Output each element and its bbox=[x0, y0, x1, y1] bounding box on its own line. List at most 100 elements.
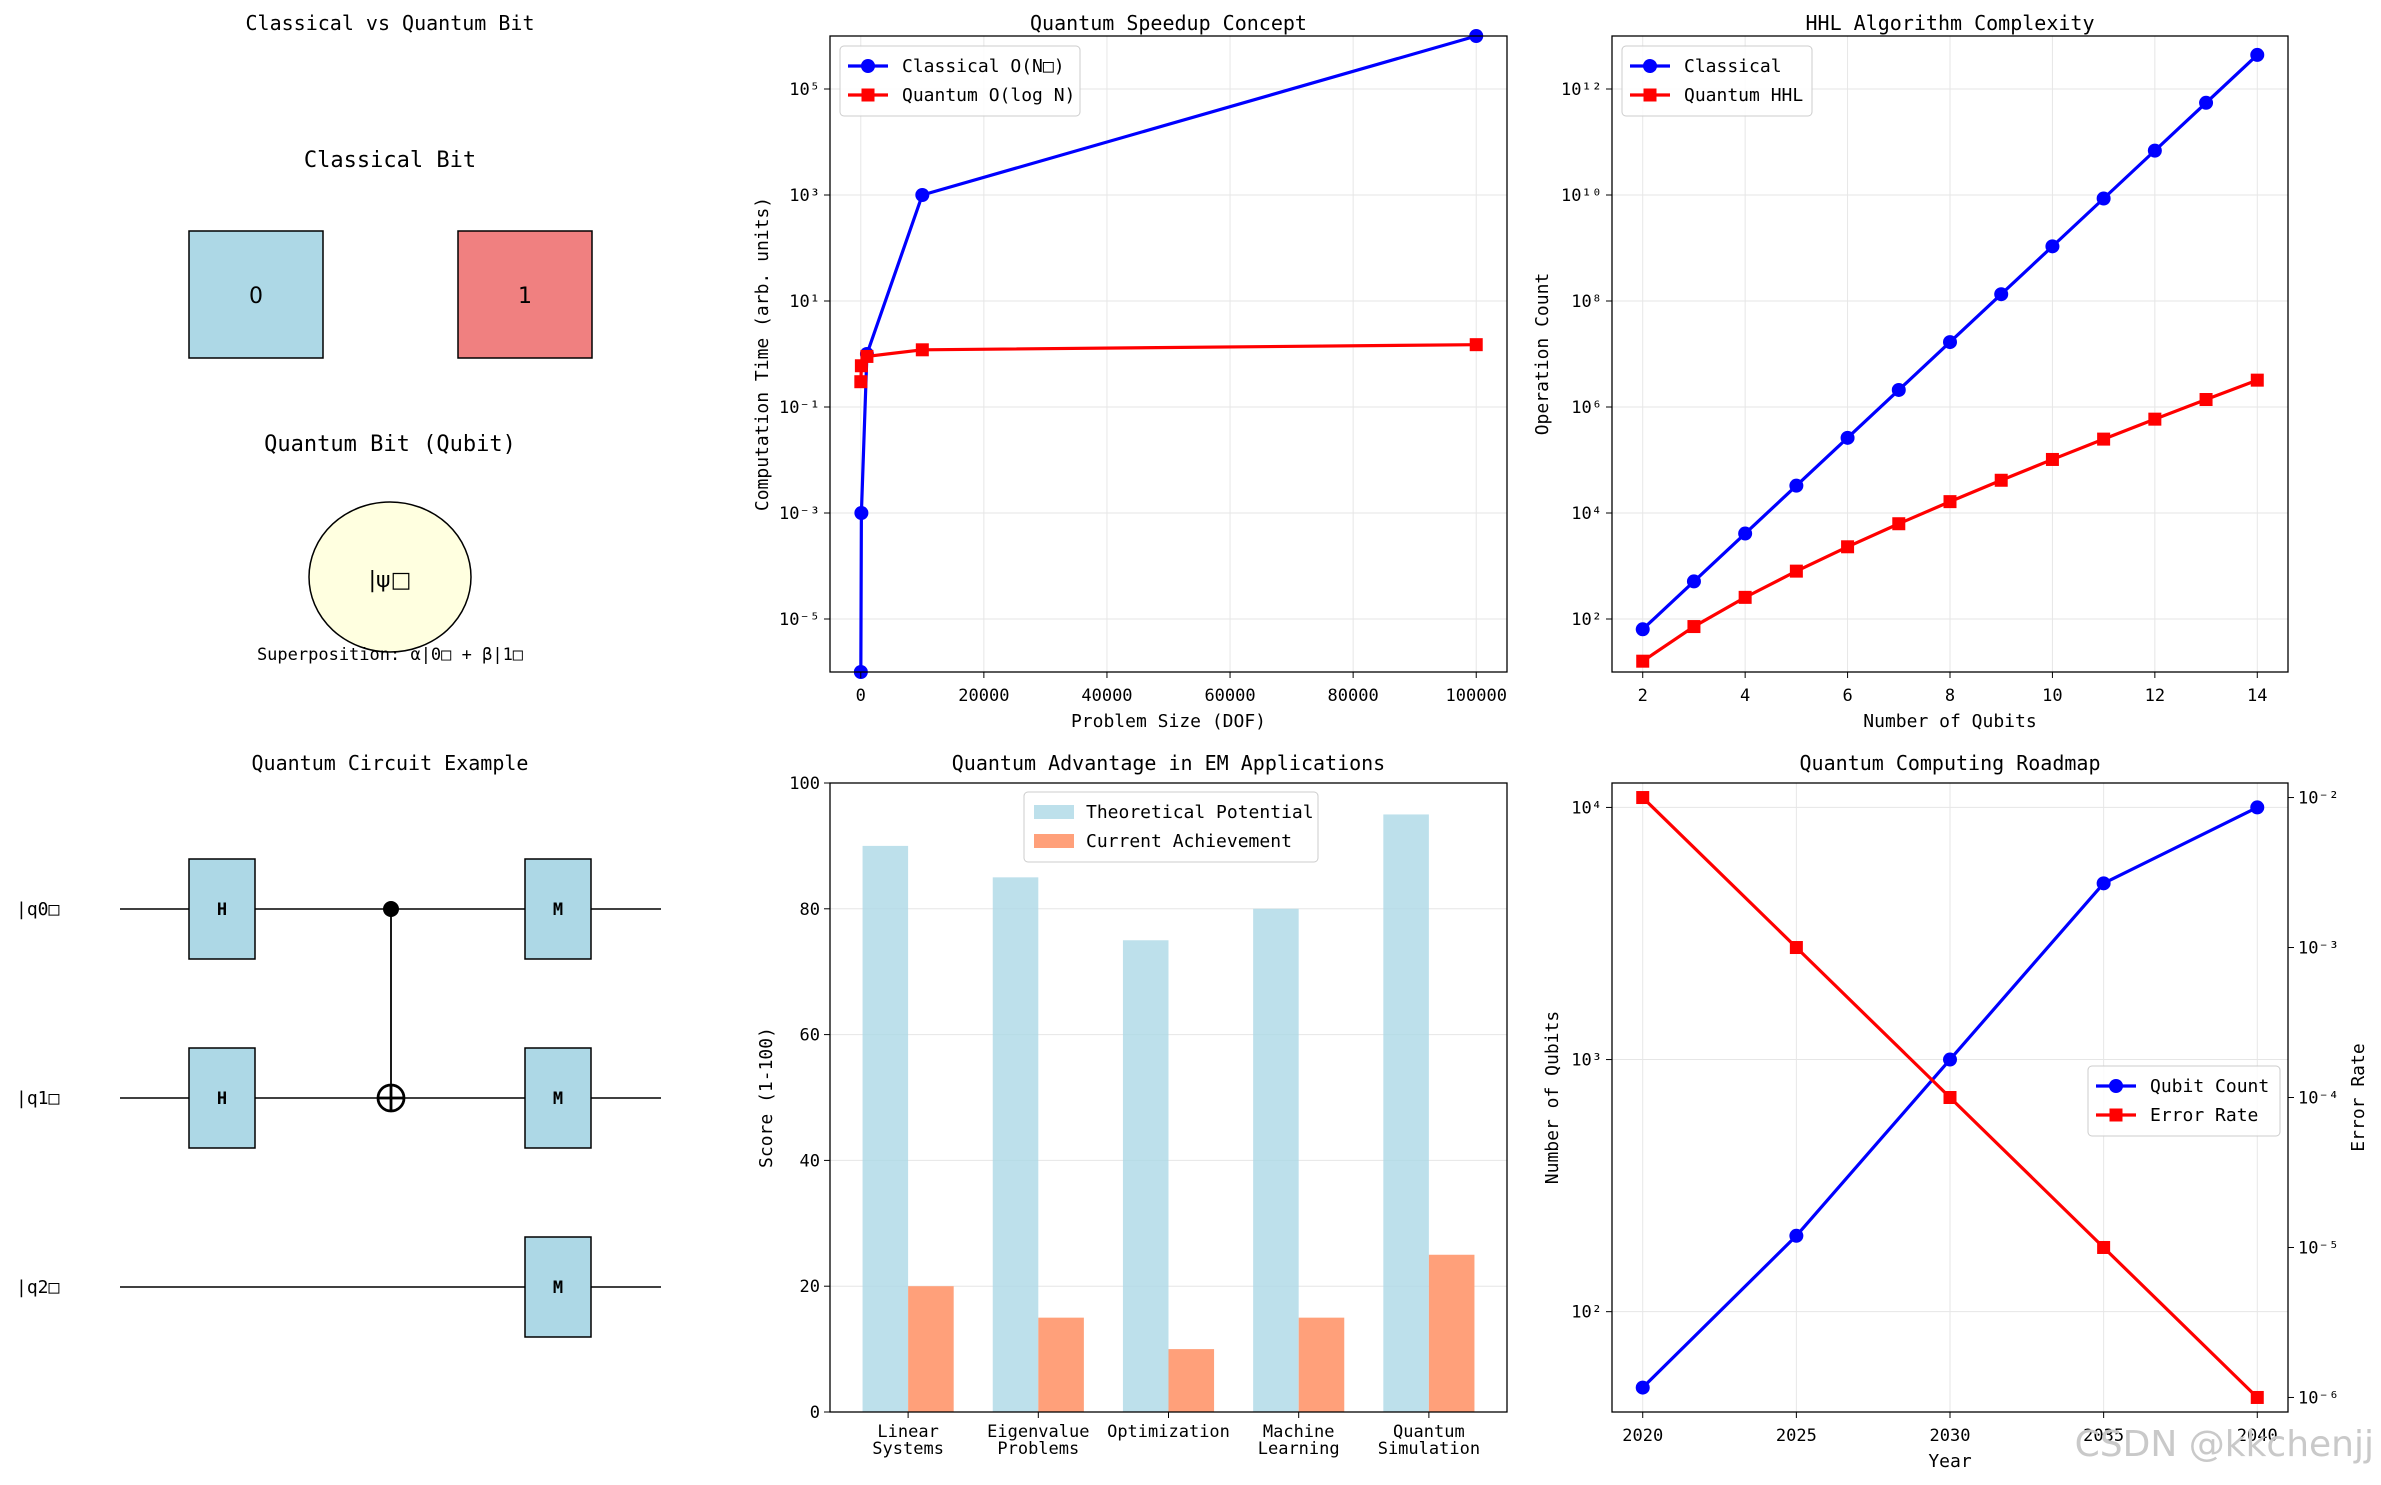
data-point bbox=[1789, 478, 1804, 493]
legend-marker bbox=[2109, 1079, 2123, 1093]
bar bbox=[1038, 1317, 1084, 1412]
data-point bbox=[2097, 1240, 2111, 1254]
legend-label: Classical bbox=[1684, 56, 1782, 77]
y-axis-label: Score (1-100) bbox=[756, 1027, 777, 1168]
x-tick-label: Eigenvalue bbox=[987, 1422, 1089, 1442]
x-tick-label: 2035 bbox=[2083, 1426, 2124, 1446]
y-tick-label: 10² bbox=[1571, 610, 1602, 630]
y-tick-label: 20 bbox=[800, 1277, 820, 1297]
x-tick-label: 40000 bbox=[1081, 686, 1132, 706]
panel-speedup: Quantum Speedup Concept 0 20000 40000 60000 8… bbox=[752, 11, 1508, 732]
x-tick-label: Linear bbox=[877, 1422, 938, 1442]
y-tick-label-right: 10⁻⁶ bbox=[2298, 1388, 2339, 1408]
y-tick-label-left: 10⁴ bbox=[1571, 798, 1602, 818]
x-axis-label: Year bbox=[1928, 1451, 1972, 1472]
x-tick-label: 10 bbox=[2042, 686, 2062, 706]
bar bbox=[908, 1286, 954, 1412]
data-point bbox=[1789, 564, 1803, 578]
y-tick-label-right: 10⁻³ bbox=[2298, 939, 2339, 959]
y-tick-label: 80 bbox=[800, 900, 820, 920]
panel-title: HHL Algorithm Complexity bbox=[1806, 11, 2095, 35]
bar bbox=[1298, 1317, 1345, 1412]
gate-label: M bbox=[553, 1089, 563, 1109]
bar bbox=[862, 845, 909, 1412]
x-tick-label: 0 bbox=[856, 686, 866, 706]
data-point bbox=[854, 375, 868, 389]
data-point bbox=[2045, 239, 2060, 254]
gate-label: M bbox=[553, 900, 563, 920]
data-point bbox=[1994, 287, 2009, 302]
panel-quantum-circuit: Quantum Circuit Example |q0□ |q1□ |q2□ H H M M M bbox=[16, 751, 661, 1338]
y-tick-label-left: 10² bbox=[1571, 1303, 1602, 1323]
gate-label: H bbox=[217, 900, 227, 920]
gate-label: H bbox=[217, 1089, 227, 1109]
cnot-control-dot bbox=[383, 901, 399, 917]
data-point bbox=[1892, 517, 1906, 531]
panel-title: Quantum Circuit Example bbox=[252, 751, 529, 775]
data-point bbox=[1943, 1091, 1957, 1104]
x-tick-label: 12 bbox=[2145, 686, 2165, 706]
data-point bbox=[2250, 1390, 2264, 1404]
qubit-label: |q1□ bbox=[16, 1088, 60, 1109]
series-line bbox=[859, 343, 1477, 382]
x-tick-label: 4 bbox=[1740, 686, 1750, 706]
x-axis-label: Problem Size (DOF) bbox=[1071, 711, 1266, 732]
y-tick-label: 10⁵ bbox=[789, 80, 820, 100]
y-tick-label-right: 10⁻⁴ bbox=[2298, 1089, 2339, 1109]
data-point bbox=[1635, 1380, 1650, 1395]
legend-label: Quantum HHL bbox=[1684, 85, 1803, 106]
legend-frame bbox=[2087, 1065, 2281, 1137]
legend: Theoretical Potential Current Achievement bbox=[1023, 791, 1319, 863]
data-point bbox=[1943, 335, 1957, 350]
x-tick-label: 2 bbox=[1638, 686, 1648, 706]
y-tick-label: 10⁶ bbox=[1571, 398, 1602, 418]
panel-quantum-advantage: Quantum Advantage in EM Applications Line… bbox=[756, 751, 1508, 1459]
classical-bit-title: Classical Bit bbox=[304, 148, 476, 173]
y-axis-label: Computation Time (arb. units) bbox=[752, 197, 773, 511]
legend-marker bbox=[1643, 88, 1657, 102]
plot-frame bbox=[829, 35, 1508, 673]
y-axis-label-right: Error Rate bbox=[2348, 1043, 2369, 1151]
data-point bbox=[2147, 143, 2162, 158]
x-tick-label: 8 bbox=[1945, 686, 1955, 706]
panel-classical-vs-quantum-bit: Classical vs Quantum Bit Classical Bit 0 1 Q… bbox=[188, 11, 593, 665]
data-point bbox=[2250, 373, 2264, 387]
legend-label: Error Rate bbox=[2150, 1105, 2258, 1126]
qubit-title: Quantum Bit (Qubit) bbox=[264, 432, 516, 457]
qubit-state-label: |ψ□ bbox=[369, 568, 412, 593]
x-tick-label: 2020 bbox=[1622, 1426, 1663, 1446]
data-point bbox=[1994, 473, 2008, 487]
panel-title: Classical vs Quantum Bit bbox=[246, 11, 535, 35]
panel-title: Quantum Computing Roadmap bbox=[1799, 751, 2100, 775]
y-tick-label: 10⁻⁵ bbox=[779, 610, 820, 630]
series-line bbox=[859, 34, 1477, 673]
x-tick-label: Quantum bbox=[1393, 1422, 1465, 1442]
bit-one-box bbox=[457, 230, 593, 359]
bit-one-label: 1 bbox=[518, 284, 532, 309]
y-tick-label: 10¹⁰ bbox=[1561, 186, 1602, 206]
legend: Classical Quantum HHL bbox=[1621, 45, 1813, 117]
x-tick-label: Machine bbox=[1263, 1422, 1335, 1442]
y-axis-label-left: Number of Qubits bbox=[1542, 1011, 1563, 1184]
data-point bbox=[915, 343, 929, 357]
data-point bbox=[1738, 590, 1752, 604]
panel-hhl: HHL Algorithm Complexity 2 4 6 8 10 12 14 10¹² 10… bbox=[1532, 11, 2289, 732]
x-tick-label: 2040 bbox=[2237, 1426, 2278, 1446]
y-tick-label-right: 10⁻⁵ bbox=[2298, 1238, 2339, 1258]
data-point bbox=[1789, 1228, 1804, 1243]
legend: Qubit Count Error Rate bbox=[2087, 1065, 2281, 1137]
bar bbox=[1428, 1254, 1475, 1412]
x-tick-label: 6 bbox=[1842, 686, 1852, 706]
x-tick-label: Systems bbox=[872, 1439, 944, 1459]
x-tick-label: 80000 bbox=[1328, 686, 1379, 706]
data-point bbox=[860, 349, 874, 363]
x-tick-label: 14 bbox=[2247, 686, 2267, 706]
y-axis-label: Operation Count bbox=[1532, 273, 1553, 436]
plot-frame bbox=[829, 782, 1508, 1413]
gate-box bbox=[524, 858, 592, 960]
x-tick-label: Simulation bbox=[1378, 1439, 1480, 1459]
data-point bbox=[2097, 432, 2111, 446]
legend-marker bbox=[2109, 1108, 2123, 1122]
legend-label: Quantum O(log N) bbox=[902, 85, 1075, 106]
